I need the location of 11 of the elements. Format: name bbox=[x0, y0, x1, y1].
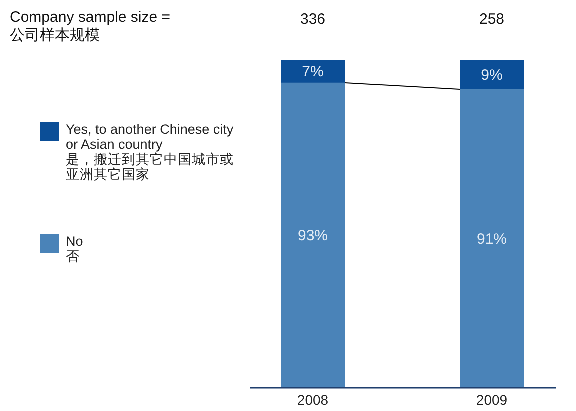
text: 336 bbox=[300, 11, 326, 28]
legend-label: Yes, to another Chinese city or Asian country 是，搬迁到其它中国城市或亚洲其它国家 bbox=[66, 122, 234, 182]
data-label: 9% bbox=[481, 66, 503, 84]
text: 258 bbox=[479, 11, 505, 28]
text: Company sample size = 公司样本规模 bbox=[10, 9, 171, 44]
data-label: 91% bbox=[476, 230, 508, 248]
x-tick-label: 2009 bbox=[476, 392, 508, 408]
data-label: 93% bbox=[298, 227, 328, 244]
legend-label: No 否 bbox=[66, 234, 84, 264]
x-tick-label: 2008 bbox=[297, 392, 329, 408]
data-label: 7% bbox=[302, 63, 324, 80]
